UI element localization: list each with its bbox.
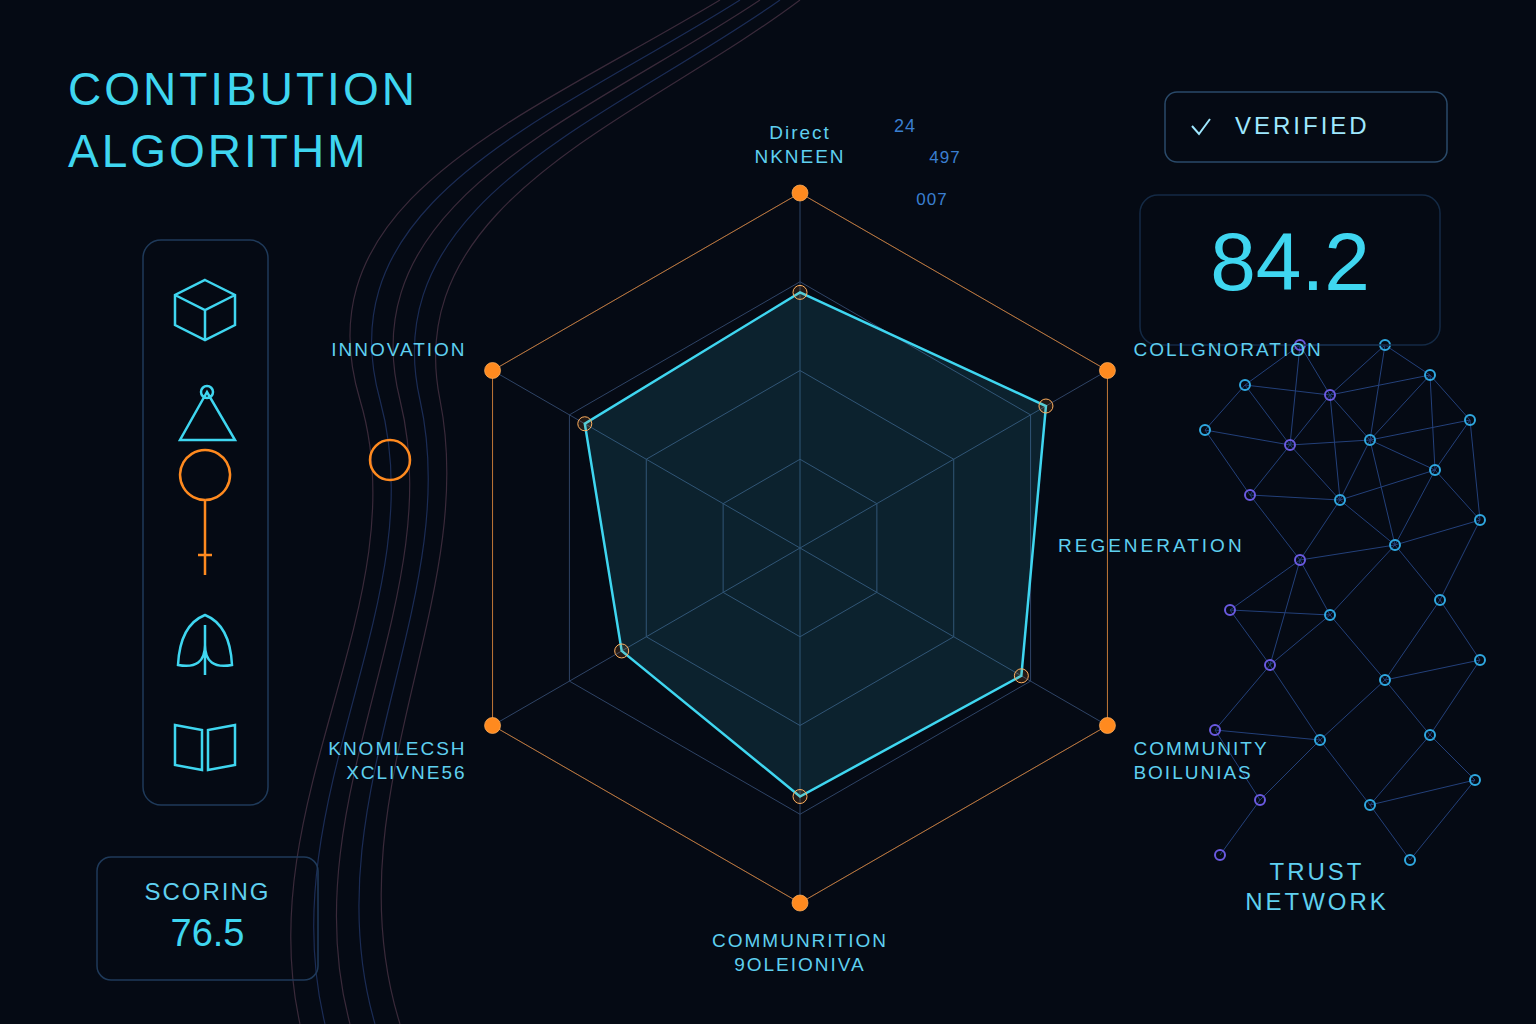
svg-text:497: 497 [929, 148, 960, 167]
svg-text:TRUSTNETWORK: TRUSTNETWORK [1245, 858, 1389, 915]
svg-text:REGENERATION: REGENERATION [1058, 535, 1245, 556]
svg-text:COMMUNRITION9OLEIONIVA: COMMUNRITION9OLEIONIVA [712, 930, 888, 975]
svg-text:COMMUNITYBOILUNIAS: COMMUNITYBOILUNIAS [1133, 738, 1268, 783]
svg-text:INNOVATION: INNOVATION [331, 339, 466, 360]
html-text:SCORING: SCORING [144, 878, 271, 905]
svg-text:DirectNKNEEN: DirectNKNEEN [754, 122, 845, 167]
svg-text:24: 24 [894, 116, 916, 136]
html-text:84.2: 84.2 [1210, 216, 1370, 307]
svg-text:007: 007 [916, 190, 947, 209]
html-text:76.5: 76.5 [170, 912, 245, 954]
html-text:CONTIBUTION ALGORITHM: CONTIBUTION ALGORITHM [68, 63, 418, 177]
svg-text:KNOMLECSHXCLIVNE56: KNOMLECSHXCLIVNE56 [328, 738, 466, 783]
svg-text:COLLGNORATION: COLLGNORATION [1133, 339, 1322, 360]
html-text:VERIFIED: VERIFIED [1235, 112, 1370, 139]
